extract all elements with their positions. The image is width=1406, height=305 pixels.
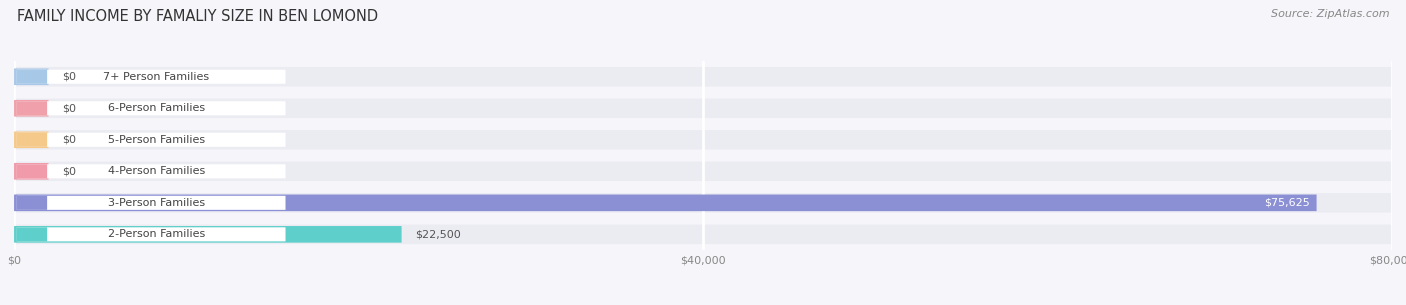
FancyBboxPatch shape — [14, 163, 48, 180]
Text: FAMILY INCOME BY FAMALIY SIZE IN BEN LOMOND: FAMILY INCOME BY FAMALIY SIZE IN BEN LOM… — [17, 9, 378, 24]
FancyBboxPatch shape — [14, 131, 48, 148]
Text: $75,625: $75,625 — [1264, 198, 1310, 208]
FancyBboxPatch shape — [14, 100, 48, 117]
Text: 2-Person Families: 2-Person Families — [108, 229, 205, 239]
FancyBboxPatch shape — [17, 70, 48, 84]
FancyBboxPatch shape — [17, 133, 285, 147]
FancyBboxPatch shape — [14, 224, 1392, 244]
Text: $0: $0 — [62, 103, 76, 113]
FancyBboxPatch shape — [14, 130, 1392, 149]
FancyBboxPatch shape — [14, 195, 1316, 211]
Text: 6-Person Families: 6-Person Families — [108, 103, 205, 113]
FancyBboxPatch shape — [17, 70, 285, 84]
Text: $0: $0 — [62, 72, 76, 82]
FancyBboxPatch shape — [17, 164, 285, 178]
FancyBboxPatch shape — [14, 193, 1392, 213]
FancyBboxPatch shape — [14, 68, 48, 85]
Text: 4-Person Families: 4-Person Families — [108, 166, 205, 176]
FancyBboxPatch shape — [14, 67, 1392, 87]
FancyBboxPatch shape — [14, 162, 1392, 181]
Text: $0: $0 — [62, 166, 76, 176]
FancyBboxPatch shape — [17, 196, 48, 210]
Text: $22,500: $22,500 — [415, 229, 461, 239]
Text: $0: $0 — [62, 135, 76, 145]
Text: 7+ Person Families: 7+ Person Families — [104, 72, 209, 82]
FancyBboxPatch shape — [17, 133, 48, 147]
FancyBboxPatch shape — [17, 101, 285, 115]
FancyBboxPatch shape — [17, 101, 48, 115]
FancyBboxPatch shape — [17, 227, 48, 241]
FancyBboxPatch shape — [17, 196, 285, 210]
FancyBboxPatch shape — [17, 227, 285, 241]
FancyBboxPatch shape — [14, 99, 1392, 118]
Text: 3-Person Families: 3-Person Families — [108, 198, 205, 208]
FancyBboxPatch shape — [17, 164, 48, 178]
Text: 5-Person Families: 5-Person Families — [108, 135, 205, 145]
Text: Source: ZipAtlas.com: Source: ZipAtlas.com — [1271, 9, 1389, 19]
FancyBboxPatch shape — [14, 226, 402, 243]
